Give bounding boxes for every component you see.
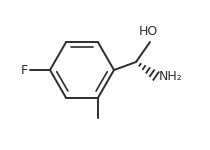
Text: HO: HO: [138, 25, 158, 38]
Text: NH₂: NH₂: [159, 69, 183, 82]
Text: F: F: [21, 63, 28, 76]
